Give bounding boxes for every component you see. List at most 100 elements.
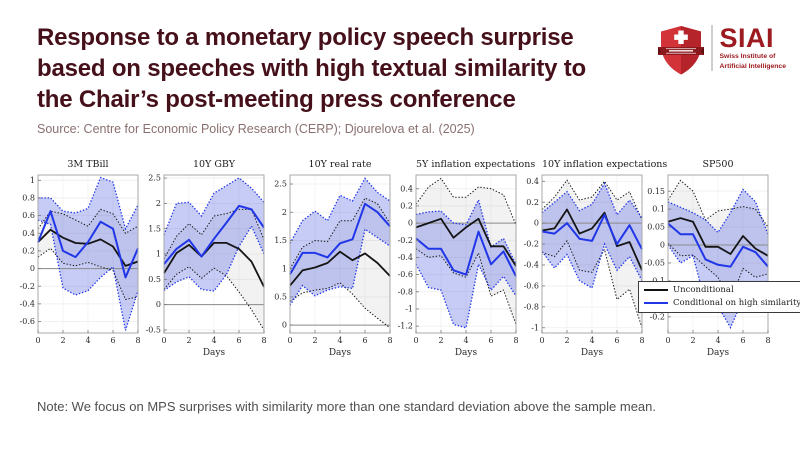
svg-text:8: 8 bbox=[135, 336, 140, 345]
svg-text:0: 0 bbox=[35, 336, 40, 345]
svg-text:-0.6: -0.6 bbox=[398, 270, 413, 279]
chart-legend: Unconditional Conditional on high simila… bbox=[638, 281, 800, 313]
svg-text:0.5: 0.5 bbox=[274, 292, 287, 301]
logo-text: SIAI Swiss Institute of Artificial Intel… bbox=[720, 25, 786, 71]
logo-subtitle-2: Artificial Intelligence bbox=[719, 63, 786, 70]
svg-text:-0.05: -0.05 bbox=[644, 259, 665, 268]
panel-10y-gby: 10Y GBY 2.5 2 1.5 1 0.5 0 -0.5 0 2 4 6 8 Days bbox=[140, 158, 267, 363]
logo-brand: SIAI bbox=[719, 23, 775, 53]
plot-3m-tbill: 1 0.8 0.6 0.4 0.2 0 -0.2 -0.4 -0.6 0 2 4 6 8 bbox=[14, 171, 141, 361]
panel-10y-inflation-expectations: 10Y inflation expectations 0.4 0.2 0 -0.2 -0… bbox=[518, 158, 668, 363]
panel-5y-inflation-expectations: 5Y inflation expectations 0.4 0.2 0 -0.2 -0.… bbox=[392, 158, 536, 363]
svg-text:6: 6 bbox=[614, 336, 619, 345]
logo-divider bbox=[710, 25, 713, 71]
header: Response to a monetary policy speech sur… bbox=[37, 22, 790, 115]
panel-sp500: SP500 0.150.10.050-0.05-0.1-0.15-0.20246… bbox=[644, 158, 770, 363]
panel-title: SP500 bbox=[702, 159, 734, 170]
svg-text:8: 8 bbox=[387, 336, 392, 345]
title-line-1: Response to a monetary policy speech sur… bbox=[37, 24, 574, 51]
svg-text:Days: Days bbox=[707, 348, 730, 358]
legend-item-unconditional: Unconditional bbox=[644, 285, 800, 295]
logo-subtitle-1: Swiss Institute of bbox=[719, 53, 776, 60]
note-line: Note: We focus on MPS surprises with sim… bbox=[37, 399, 657, 414]
svg-text:Days: Days bbox=[203, 348, 226, 358]
svg-text:4: 4 bbox=[463, 336, 468, 345]
panel-title: 5Y inflation expectations bbox=[416, 159, 536, 170]
panel-title: 10Y real rate bbox=[308, 159, 372, 170]
conditional-line-swatch bbox=[644, 302, 668, 304]
legend-label-unconditional: Unconditional bbox=[673, 285, 734, 295]
plot-10y-inflation-expectations: 0.4 0.2 0 -0.2 -0.4 -0.6 -0.8 -1 0 2 4 6 8 Days bbox=[518, 171, 645, 361]
svg-text:0.1: 0.1 bbox=[652, 205, 665, 214]
svg-text:2: 2 bbox=[186, 336, 191, 345]
svg-text:8: 8 bbox=[261, 336, 266, 345]
svg-text:4: 4 bbox=[85, 336, 90, 345]
svg-text:1: 1 bbox=[156, 250, 161, 259]
svg-text:2: 2 bbox=[156, 199, 161, 208]
svg-text:0: 0 bbox=[408, 219, 413, 228]
svg-text:-0.6: -0.6 bbox=[524, 282, 539, 291]
panel-title: 3M TBill bbox=[67, 159, 109, 170]
svg-text:0.2: 0.2 bbox=[400, 202, 413, 211]
title-line-3: the Chair’s post-meeting press conferenc… bbox=[37, 86, 516, 113]
svg-text:8: 8 bbox=[639, 336, 644, 345]
svg-text:2: 2 bbox=[282, 208, 287, 217]
svg-text:1: 1 bbox=[282, 264, 287, 273]
plot-svg: 1 0.8 0.6 0.4 0.2 0 -0.2 -0.4 -0.6 0 2 4 6 8 bbox=[20, 174, 141, 345]
svg-text:0.2: 0.2 bbox=[526, 198, 539, 207]
svg-text:0.15: 0.15 bbox=[647, 187, 665, 196]
svg-text:-0.8: -0.8 bbox=[524, 302, 539, 311]
svg-text:-0.4: -0.4 bbox=[20, 299, 35, 308]
svg-text:2: 2 bbox=[60, 336, 65, 345]
svg-text:6: 6 bbox=[488, 336, 493, 345]
panel-title: 10Y inflation expectations bbox=[542, 159, 668, 170]
svg-text:2.5: 2.5 bbox=[274, 180, 287, 189]
legend-label-conditional: Conditional on high similarity bbox=[673, 298, 800, 308]
svg-text:Days: Days bbox=[329, 348, 352, 358]
panel-title: 10Y GBY bbox=[192, 159, 236, 170]
title-line-2: based on speeches with high textual simi… bbox=[37, 55, 586, 82]
panel-10y-real-rate: 10Y real rate 2.5 2 1.5 1 0.5 0 0 2 4 6 8 Days bbox=[266, 158, 392, 363]
svg-text:4: 4 bbox=[211, 336, 216, 345]
plot-5y-inflation-expectations: 0.4 0.2 0 -0.2 -0.4 -0.6 -0.8 -1 -1.2 0 2 4 6 8 Days bbox=[392, 171, 519, 361]
svg-text:0.4: 0.4 bbox=[526, 177, 539, 186]
svg-text:6: 6 bbox=[110, 336, 115, 345]
svg-text:0.8: 0.8 bbox=[22, 194, 35, 203]
plot-10y-gby: 2.5 2 1.5 1 0.5 0 -0.5 0 2 4 6 8 Days bbox=[140, 171, 267, 361]
page-title: Response to a monetary policy speech sur… bbox=[37, 22, 586, 115]
svg-text:0.6: 0.6 bbox=[22, 211, 35, 220]
svg-text:-1.2: -1.2 bbox=[398, 322, 413, 331]
svg-text:6: 6 bbox=[740, 336, 745, 345]
svg-text:1: 1 bbox=[30, 176, 35, 185]
svg-text:-0.2: -0.2 bbox=[398, 236, 413, 245]
svg-text:0: 0 bbox=[413, 336, 418, 345]
svg-text:0.05: 0.05 bbox=[647, 223, 665, 232]
svg-text:2: 2 bbox=[564, 336, 569, 345]
svg-text:4: 4 bbox=[589, 336, 594, 345]
legend-item-conditional: Conditional on high similarity bbox=[644, 298, 800, 308]
svg-text:0: 0 bbox=[665, 336, 670, 345]
svg-text:4: 4 bbox=[715, 336, 720, 345]
svg-text:-1: -1 bbox=[531, 323, 539, 332]
svg-text:6: 6 bbox=[362, 336, 367, 345]
source-line: Source: Centre for Economic Policy Resea… bbox=[37, 122, 475, 136]
svg-text:2.5: 2.5 bbox=[148, 174, 161, 183]
svg-text:0: 0 bbox=[30, 264, 35, 273]
svg-text:0: 0 bbox=[539, 336, 544, 345]
panel-3m-tbill: 3M TBill 1 0.8 0.6 0.4 0.2 0 -0.2 -0.4 -0.6 0 2 4 6 8 bbox=[14, 158, 141, 363]
svg-text:-0.4: -0.4 bbox=[524, 261, 539, 270]
svg-text:-0.6: -0.6 bbox=[20, 317, 35, 326]
svg-text:-0.2: -0.2 bbox=[650, 312, 665, 321]
svg-text:2: 2 bbox=[690, 336, 695, 345]
svg-text:-0.5: -0.5 bbox=[146, 326, 161, 335]
svg-text:2: 2 bbox=[312, 336, 317, 345]
svg-text:-1: -1 bbox=[405, 305, 413, 314]
svg-text:-0.2: -0.2 bbox=[20, 282, 35, 291]
svg-text:8: 8 bbox=[513, 336, 518, 345]
svg-text:-0.8: -0.8 bbox=[398, 287, 413, 296]
svg-text:0.5: 0.5 bbox=[148, 275, 161, 284]
